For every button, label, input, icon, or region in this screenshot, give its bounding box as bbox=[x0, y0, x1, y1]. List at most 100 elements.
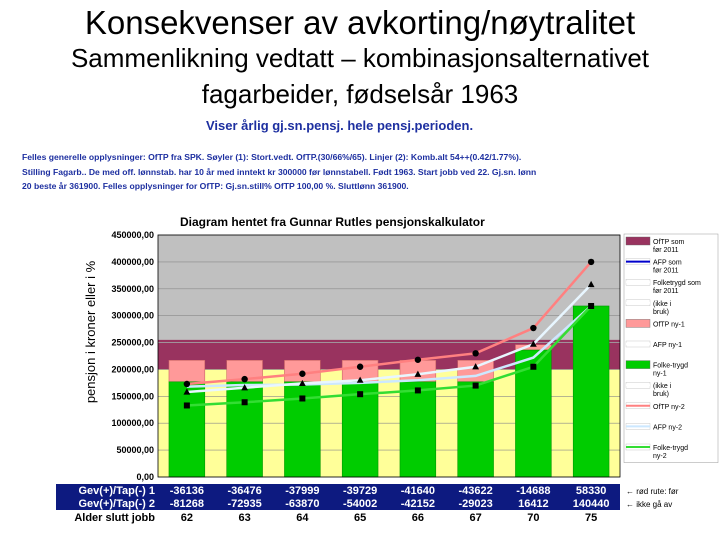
legend-label: (ikke i bruk) bbox=[653, 383, 672, 398]
point-oftp-ny-2 bbox=[356, 363, 364, 370]
point-afp-ny-2 bbox=[298, 379, 306, 387]
table-background bbox=[56, 484, 620, 510]
bar-folketrygd-ny-1 bbox=[226, 381, 263, 478]
point-afp-ny-2 bbox=[587, 280, 595, 288]
table-row-label: Gev(+)/Tap(-) 2 bbox=[78, 498, 155, 510]
legend-label-line: før 2011 bbox=[653, 268, 679, 275]
y-tick-label: 0,00 bbox=[136, 472, 154, 482]
line-afp-ny-1 bbox=[186, 305, 592, 388]
point-folketrygd-ny-2 bbox=[472, 382, 479, 389]
legend-label: Folke-trygd ny-2 bbox=[653, 445, 688, 460]
y-axis-label: pensjon i kroner eller i % bbox=[83, 260, 98, 403]
legend-label: AFP som før 2011 bbox=[653, 260, 682, 275]
table-row-label: Gev(+)/Tap(-) 1 bbox=[78, 485, 155, 497]
point-oftp-ny-2 bbox=[299, 370, 306, 377]
legend-label: OfTP ny-2 bbox=[653, 404, 685, 411]
legend-swatch-box bbox=[625, 236, 651, 246]
line-folketrygd-ny-2 bbox=[186, 305, 593, 407]
x-category-label: 62 bbox=[181, 512, 193, 524]
table-cell: -37999 bbox=[285, 485, 319, 497]
slide-subtitle-line2: fagarbeider, fødselsår 1963 bbox=[201, 79, 519, 109]
point-folketrygd-ny-2 bbox=[357, 391, 364, 398]
table-cell: -39729 bbox=[343, 485, 377, 497]
table-cell: -43622 bbox=[458, 485, 492, 497]
y-tick-label: 300000,00 bbox=[111, 311, 154, 321]
legend-label: OfTP ny-1 bbox=[653, 321, 685, 328]
y-tick-label: 450000,00 bbox=[111, 230, 154, 240]
legend-label: (ikke i bruk) bbox=[653, 301, 672, 316]
legend-label-line: Folke-trygd bbox=[653, 363, 688, 370]
table-cell: -36476 bbox=[227, 485, 261, 497]
x-category-label: 65 bbox=[354, 512, 366, 524]
legend-label-line: før 2011 bbox=[653, 247, 679, 254]
chart-info-line-1: Felles generelle opplysninger: OfTP fra … bbox=[22, 152, 521, 162]
legend-label-line: AFP ny-1 bbox=[653, 342, 682, 349]
x-category-label: 67 bbox=[470, 512, 482, 524]
legend-label-line: (ikke i bbox=[653, 301, 672, 308]
point-afp-ny-2 bbox=[356, 376, 364, 383]
y-tick-label: 150000,00 bbox=[111, 391, 154, 401]
legend-label-line: Folke-trygd bbox=[653, 445, 688, 452]
x-category-label: 75 bbox=[585, 512, 597, 524]
plot-border bbox=[157, 234, 621, 478]
chart-info-line-2: Stilling Fagarb.. De med off. lønnstab. … bbox=[22, 167, 536, 177]
table-note: ← ikke gå av bbox=[626, 500, 672, 509]
legend-label: AFP ny-2 bbox=[653, 424, 682, 431]
bar-folketrygd-ny-1 bbox=[399, 381, 437, 478]
table-cell: -54002 bbox=[343, 498, 377, 510]
bar-folketrygd-ny-1 bbox=[457, 381, 494, 478]
table-cell: -81268 bbox=[170, 498, 204, 510]
y-tick-label: 250000,00 bbox=[111, 338, 154, 348]
legend-label-line: OfTP som bbox=[653, 239, 685, 246]
point-oftp-ny-2 bbox=[530, 324, 537, 332]
legend-label-line: OfTP ny-2 bbox=[653, 404, 685, 411]
y-tick-label: 200000,00 bbox=[111, 364, 154, 374]
bar-folketrygd-ny-1 bbox=[168, 381, 206, 478]
legend-label-line: bruk) bbox=[653, 391, 669, 398]
point-afp-ny-2 bbox=[472, 363, 480, 370]
legend-swatch-box bbox=[625, 360, 651, 369]
point-afp-ny-2 bbox=[414, 370, 422, 377]
y-tick-label: 400000,00 bbox=[111, 257, 154, 267]
point-afp-ny-2 bbox=[241, 384, 249, 391]
legend-swatch-box bbox=[625, 319, 651, 328]
legend-label-line: OfTP ny-1 bbox=[653, 321, 685, 328]
legend-label-line: AFP ny-2 bbox=[653, 424, 682, 431]
table-cell: -72935 bbox=[227, 498, 261, 510]
chart-header-title: Viser årlig gj.sn.pensj. hele pensj.peri… bbox=[206, 118, 473, 133]
x-category-label: 63 bbox=[239, 512, 251, 524]
point-afp-ny-2 bbox=[529, 340, 537, 347]
table-cell: -36136 bbox=[170, 485, 204, 497]
point-oftp-ny-2 bbox=[241, 375, 248, 383]
x-category-label: 70 bbox=[527, 512, 539, 524]
bar-folketrygd-ny-1 bbox=[572, 305, 610, 478]
y-tick-label: 100000,00 bbox=[111, 418, 154, 428]
slide-title: Konsekvenser av avkorting/nøytralitet bbox=[84, 4, 636, 41]
x-category-label: 66 bbox=[412, 512, 424, 524]
table-cell: 16412 bbox=[518, 498, 549, 510]
table-note: ← rød rute: før bbox=[626, 487, 679, 496]
legend-label-line: ny-1 bbox=[653, 371, 667, 378]
legend-label: OfTP som før 2011 bbox=[653, 239, 685, 254]
slide-subtitle-line1: Sammenlikning vedtatt – kombinasjonsalte… bbox=[70, 43, 650, 73]
legend-label-line: Folketrygd som bbox=[653, 280, 701, 287]
table-cell: -63870 bbox=[285, 498, 319, 510]
legend-label-line: ny-2 bbox=[653, 453, 667, 460]
table-row-label: Alder slutt jobb bbox=[74, 512, 155, 524]
table-cell: -14688 bbox=[516, 485, 550, 497]
point-folketrygd-ny-2 bbox=[530, 363, 537, 370]
point-afp-ny-2 bbox=[183, 388, 191, 395]
table-cell: 140440 bbox=[573, 498, 610, 510]
legend-label-line: AFP som bbox=[653, 260, 682, 267]
point-oftp-ny-2 bbox=[587, 258, 595, 266]
point-oftp-ny-2 bbox=[414, 356, 422, 363]
table-cell: -29023 bbox=[458, 498, 492, 510]
point-folketrygd-ny-2 bbox=[414, 387, 421, 394]
point-folketrygd-ny-2 bbox=[299, 395, 306, 402]
point-folketrygd-ny-2 bbox=[241, 399, 248, 406]
table-cell: -41640 bbox=[401, 485, 435, 497]
legend-label: Folke-trygd ny-1 bbox=[653, 363, 688, 378]
legend-label: AFP ny-1 bbox=[653, 342, 682, 349]
chart-info-line-3: 20 beste år 361900. Felles opplysninger … bbox=[22, 181, 409, 191]
table-cell: -42152 bbox=[401, 498, 435, 510]
